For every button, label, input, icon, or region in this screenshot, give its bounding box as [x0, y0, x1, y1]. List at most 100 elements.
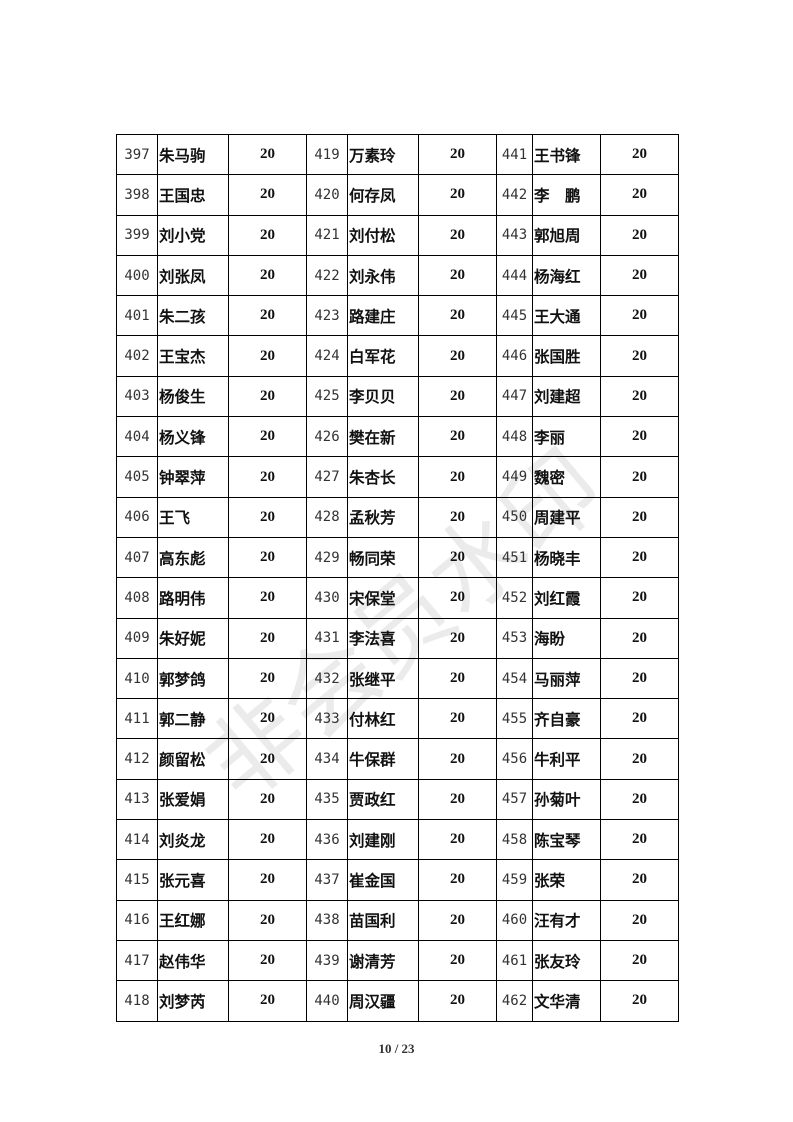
- table-row: 407 高东彪 20 429 畅同荣 20 451 杨晓丰 20: [116, 536, 679, 579]
- entry-number: 432: [306, 657, 348, 700]
- entry-number: 453: [496, 617, 533, 659]
- entry-number: 445: [496, 295, 533, 337]
- entry-number: 398: [116, 174, 158, 216]
- entry-score: 20: [228, 859, 307, 901]
- entry-name: 朱二孩: [157, 295, 229, 337]
- entry-score: 20: [600, 939, 679, 982]
- entry-score: 20: [600, 496, 679, 538]
- entry-number: 438: [306, 899, 348, 941]
- entry-score: 20: [418, 496, 497, 538]
- entry-name: 刘梦芮: [157, 980, 229, 1022]
- entry-score: 20: [600, 214, 679, 256]
- entry-number: 409: [116, 617, 158, 659]
- entry-name: 朱马驹: [157, 133, 229, 176]
- entry-number: 446: [496, 335, 533, 377]
- entry-name: 钟翠萍: [157, 456, 229, 498]
- entry-number: 402: [116, 335, 158, 377]
- entry-number: 459: [496, 859, 533, 901]
- entry-score: 20: [600, 536, 679, 579]
- entry-name: 刘红霞: [532, 577, 601, 619]
- entry-name: 朱好妮: [157, 617, 229, 659]
- entry-number: 441: [496, 133, 533, 176]
- entry-score: 20: [600, 335, 679, 377]
- entry-name: 樊在新: [347, 416, 419, 458]
- entry-score: 20: [418, 657, 497, 700]
- entry-score: 20: [228, 657, 307, 700]
- entry-score: 20: [418, 214, 497, 256]
- entry-name: 牛保群: [347, 738, 419, 780]
- entry-score: 20: [600, 416, 679, 458]
- entry-name: 王飞: [157, 496, 229, 538]
- entry-name: 郭二静: [157, 698, 229, 740]
- entry-score: 20: [600, 899, 679, 941]
- entry-number: 408: [116, 577, 158, 619]
- entry-score: 20: [418, 819, 497, 861]
- entry-number: 405: [116, 456, 158, 498]
- entry-number: 397: [116, 133, 158, 176]
- entry-name: 杨俊生: [157, 375, 229, 418]
- entry-score: 20: [228, 577, 307, 619]
- entry-score: 20: [228, 738, 307, 780]
- entry-name: 何存凤: [347, 174, 419, 216]
- entry-number: 413: [116, 778, 158, 821]
- entry-number: 447: [496, 375, 533, 418]
- table-row: 405 钟翠萍 20 427 朱杏长 20 449 魏密 20: [116, 456, 679, 498]
- entry-score: 20: [418, 577, 497, 619]
- entry-name: 李贝贝: [347, 375, 419, 418]
- entry-score: 20: [228, 133, 307, 176]
- page-number: 10 / 23: [378, 1041, 415, 1056]
- table-row: 414 刘炎龙 20 436 刘建刚 20 458 陈宝琴 20: [116, 819, 679, 861]
- entry-score: 20: [600, 456, 679, 498]
- entry-name: 张爱娟: [157, 778, 229, 821]
- entry-score: 20: [600, 375, 679, 418]
- entry-score: 20: [228, 375, 307, 418]
- entry-score: 20: [228, 939, 307, 982]
- entry-score: 20: [600, 254, 679, 297]
- entry-number: 399: [116, 214, 158, 256]
- entry-number: 458: [496, 819, 533, 861]
- entry-score: 20: [228, 536, 307, 579]
- entry-number: 454: [496, 657, 533, 700]
- entry-score: 20: [600, 698, 679, 740]
- entry-score: 20: [418, 254, 497, 297]
- entry-number: 407: [116, 536, 158, 579]
- entry-name: 海盼: [532, 617, 601, 659]
- entry-number: 416: [116, 899, 158, 941]
- entry-number: 448: [496, 416, 533, 458]
- entry-number: 418: [116, 980, 158, 1022]
- entry-score: 20: [228, 617, 307, 659]
- table-row: 397 朱马驹 20 419 万素玲 20 441 王书锋 20: [116, 133, 679, 176]
- entry-name: 苗国利: [347, 899, 419, 941]
- table-row: 415 张元喜 20 437 崔金国 20 459 张荣 20: [116, 859, 679, 901]
- entry-score: 20: [418, 778, 497, 821]
- entry-score: 20: [418, 456, 497, 498]
- entry-score: 20: [600, 295, 679, 337]
- table-row: 417 赵伟华 20 439 谢清芳 20 461 张友玲 20: [116, 939, 679, 982]
- entry-name: 刘炎龙: [157, 819, 229, 861]
- table-row: 410 郭梦鸽 20 432 张继平 20 454 马丽萍 20: [116, 657, 679, 700]
- entry-score: 20: [418, 859, 497, 901]
- entry-name: 刘建超: [532, 375, 601, 418]
- entry-name: 高东彪: [157, 536, 229, 579]
- entry-name: 刘永伟: [347, 254, 419, 297]
- entry-name: 周建平: [532, 496, 601, 538]
- table-row: 413 张爱娟 20 435 贾政红 20 457 孙菊叶 20: [116, 778, 679, 821]
- entry-number: 435: [306, 778, 348, 821]
- entry-number: 442: [496, 174, 533, 216]
- table-row: 411 郭二静 20 433 付林红 20 455 齐自豪 20: [116, 698, 679, 740]
- table-row: 412 颜留松 20 434 牛保群 20 456 牛利平 20: [116, 738, 679, 780]
- entry-name: 张继平: [347, 657, 419, 700]
- entry-name: 张国胜: [532, 335, 601, 377]
- entry-number: 440: [306, 980, 348, 1022]
- entry-name: 王国忠: [157, 174, 229, 216]
- entry-score: 20: [228, 899, 307, 941]
- entry-score: 20: [600, 577, 679, 619]
- entry-name: 赵伟华: [157, 939, 229, 982]
- entry-name: 贾政红: [347, 778, 419, 821]
- entry-name: 张元喜: [157, 859, 229, 901]
- entry-name: 路明伟: [157, 577, 229, 619]
- entry-score: 20: [228, 456, 307, 498]
- entry-number: 406: [116, 496, 158, 538]
- entry-name: 孟秋芳: [347, 496, 419, 538]
- entry-number: 419: [306, 133, 348, 176]
